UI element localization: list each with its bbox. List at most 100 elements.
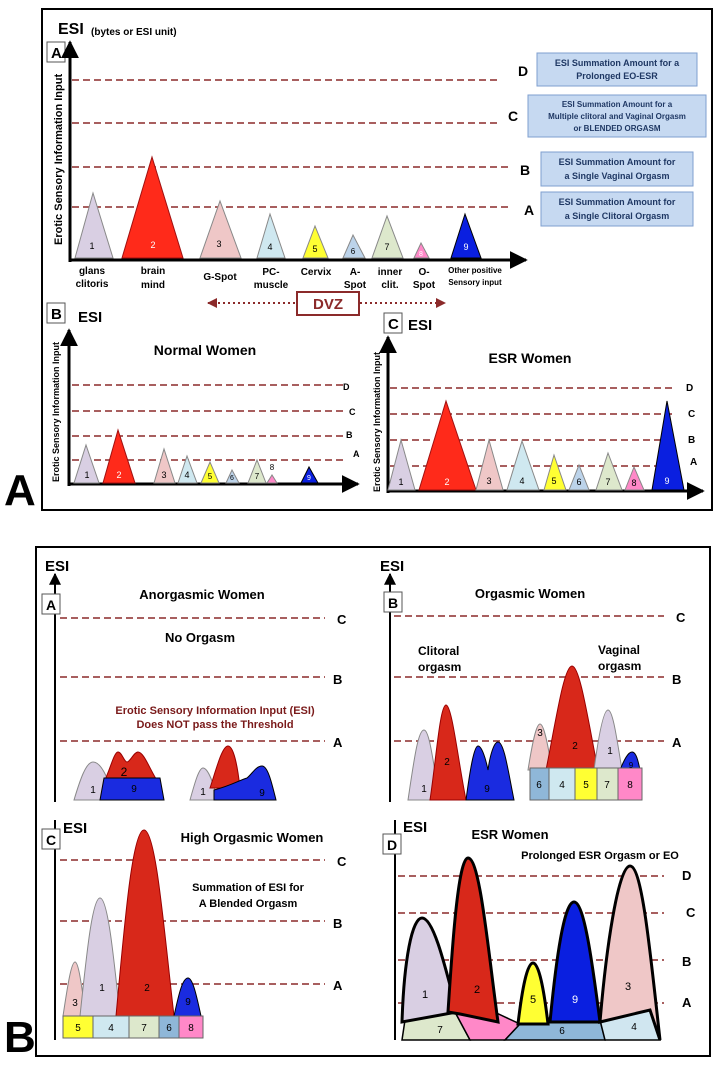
- box-c-line1: ESI Summation Amount for a: [562, 100, 673, 109]
- peak-7: [595, 451, 623, 491]
- panel-letter: A: [51, 45, 62, 62]
- panel-letter: C: [388, 316, 399, 333]
- peak-num-7: 7: [384, 242, 389, 252]
- site-label-8b: Spot: [413, 280, 436, 291]
- box-d-line2: Prolonged EO-ESR: [576, 71, 658, 81]
- vaginal-label-2: orgasm: [598, 659, 641, 673]
- block-num-8: 8: [188, 1023, 194, 1034]
- peak-4: [506, 439, 540, 491]
- peak-9-clit: [465, 741, 515, 801]
- block-num-5: 5: [583, 780, 589, 791]
- block-num-7: 7: [141, 1023, 147, 1034]
- peak-num-3: 3: [537, 728, 543, 739]
- peak-2: [446, 856, 500, 1024]
- peak-num-4: 4: [184, 470, 189, 480]
- peak-num-3: 3: [72, 998, 78, 1009]
- peak-num-8: 8: [270, 463, 275, 472]
- clitoral-label-1: Clitoral: [418, 644, 459, 658]
- peak-num-5: 5: [208, 472, 213, 481]
- note-line-1: Summation of ESI for: [192, 882, 305, 894]
- peak-9: [651, 400, 685, 491]
- block-num-4: 4: [108, 1023, 114, 1034]
- peak-6-aspot: [342, 233, 366, 259]
- peak-num-2: 2: [116, 470, 121, 480]
- threshold-label-c: C: [686, 905, 696, 920]
- peak-num-3: 3: [216, 239, 221, 249]
- figure-b: B ESI A Anorgasmic Women No Orgasm Eroti…: [4, 546, 711, 1062]
- peak-5: [516, 961, 550, 1026]
- peak-2: [102, 428, 136, 484]
- figure-b-panel-a: ESI A Anorgasmic Women No Orgasm Erotic …: [41, 558, 347, 802]
- panel-subtitle: No Orgasm: [165, 630, 235, 645]
- peak-3-gspot: [199, 199, 242, 259]
- threshold-label-d: D: [518, 63, 528, 79]
- block-8: [178, 1015, 204, 1039]
- panel-letter-box: [46, 302, 66, 324]
- threshold-label-a: A: [333, 978, 343, 993]
- threshold-label-a: A: [333, 735, 343, 750]
- peak-num-3: 3: [486, 476, 491, 486]
- peak-4-pc: [256, 212, 286, 259]
- peak-1: [79, 897, 121, 1017]
- peak-5: [543, 453, 567, 491]
- site-label-6b: Spot: [344, 280, 367, 291]
- peak-num-9: 9: [484, 784, 490, 795]
- panel-title: ESR Women: [471, 827, 548, 842]
- peak-num-7: 7: [255, 472, 260, 481]
- site-label-7b: clit.: [381, 280, 398, 291]
- peak-7-inner: [371, 214, 404, 259]
- peak-num-9: 9: [307, 475, 311, 482]
- base-num-6: 6: [559, 1026, 565, 1037]
- panel-letter-box: [383, 312, 403, 334]
- peak-num-9: 9: [185, 997, 191, 1008]
- threshold-label-b: B: [520, 162, 530, 178]
- peak-num-2: 2: [144, 983, 150, 994]
- panel-letter-box: [382, 833, 402, 855]
- note-line-1: Erotic Sensory Information Input (ESI): [115, 705, 315, 717]
- esi-axis-title: ESI: [58, 21, 84, 38]
- panel-letter: B: [51, 306, 62, 323]
- peak-1: [73, 443, 100, 484]
- panel-title: High Orgasmic Women: [181, 830, 324, 845]
- mound-2b: [209, 745, 241, 789]
- peak-7: [247, 458, 267, 484]
- peak-3: [598, 864, 662, 1041]
- peak-1-glans: [74, 191, 114, 259]
- panel-letter: A: [46, 597, 56, 613]
- panel-letter-box: [41, 593, 61, 615]
- panel-letter: B: [388, 595, 398, 611]
- mound-2: [103, 751, 159, 783]
- peak-8-ospot: [413, 241, 430, 259]
- threshold-label-d: D: [343, 382, 350, 392]
- peak-num-9: 9: [463, 242, 468, 252]
- site-label-9a: Other positive: [448, 266, 502, 275]
- esi-axis-title: ESI: [63, 820, 87, 837]
- peak-2-vag: [545, 665, 599, 771]
- esi-axis-title: ESI: [403, 819, 427, 836]
- threshold-label-d: D: [682, 868, 691, 883]
- threshold-label-b: B: [672, 672, 681, 687]
- peak-9-vag: [619, 751, 641, 771]
- num-9b: 9: [259, 788, 265, 799]
- threshold-label-b: B: [682, 954, 691, 969]
- box-d-line1: ESI Summation Amount for a: [555, 58, 680, 68]
- peak-num-1: 1: [84, 470, 89, 480]
- peak-8: [266, 474, 278, 484]
- box-b-line1: ESI Summation Amount for: [559, 157, 676, 167]
- peak-num-5: 5: [551, 476, 556, 486]
- site-label-8a: O-: [418, 267, 429, 278]
- block-num-5: 5: [75, 1023, 81, 1034]
- figure-a-big-label: A: [4, 466, 36, 515]
- peak-6: [225, 468, 240, 484]
- figure-a-panel-a: ESI (bytes or ESI unit) A Erotic Sensory…: [46, 21, 707, 316]
- peak-num-8: 8: [419, 251, 423, 258]
- threshold-label-d: D: [686, 383, 693, 394]
- figure-a-panel-b: B ESI Erotic Sensory Information Input N…: [46, 302, 360, 493]
- site-label-6a: A-: [350, 267, 361, 278]
- esi-unit: (bytes or ESI unit): [91, 27, 177, 38]
- peak-num-5: 5: [312, 244, 317, 254]
- threshold-box-b: ESI Summation Amount for a Single Vagina…: [540, 151, 694, 187]
- num-1: 1: [90, 785, 96, 796]
- peak-num-2: 2: [474, 984, 480, 996]
